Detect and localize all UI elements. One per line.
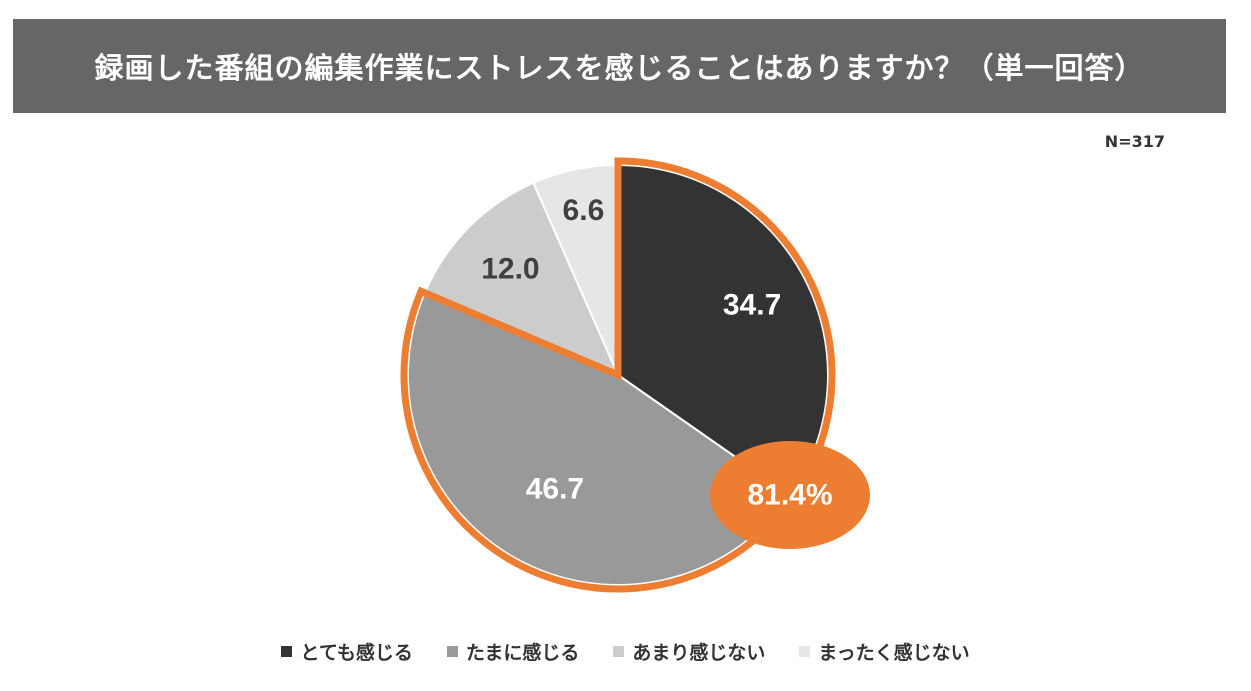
- data-label: 6.6: [563, 194, 605, 227]
- legend-swatch: [281, 646, 293, 657]
- title-bar: 録画した番組の編集作業にストレスを感じることはありますか？（単一回答）: [13, 19, 1226, 113]
- legend-label: とても感じる: [300, 642, 413, 664]
- sample-size-label: N=317: [1104, 132, 1165, 151]
- legend-item-not-stressed: まったく感じない: [799, 638, 970, 665]
- legend-swatch: [613, 646, 625, 657]
- chart-legend: とても感じる たまに感じる あまり感じない まったく感じない: [0, 638, 1251, 665]
- pie-slice-very-stressed: [617, 163, 829, 497]
- legend-item-sometimes-stressed: たまに感じる: [446, 638, 580, 665]
- pie-slice-rarely-stressed: [423, 181, 620, 377]
- data-label: 12.0: [481, 252, 539, 285]
- legend-item-very-stressed: とても感じる: [281, 638, 413, 665]
- pie-slice-sometimes-stressed: [407, 291, 792, 587]
- legend-item-rarely-stressed: あまり感じない: [613, 638, 765, 665]
- legend-swatch: [799, 646, 811, 657]
- data-label: 46.7: [526, 472, 584, 505]
- legend-label: まったく感じない: [818, 642, 970, 664]
- highlight-label: 81.4%: [747, 479, 832, 512]
- legend-label: たまに感じる: [465, 642, 580, 664]
- highlight-bubble: [710, 441, 870, 549]
- legend-swatch: [446, 646, 458, 657]
- legend-label: あまり感じない: [632, 642, 766, 664]
- data-label: 34.7: [723, 289, 781, 322]
- chart-title: 録画した番組の編集作業にストレスを感じることはありますか？（単一回答）: [94, 51, 1145, 85]
- highlight-outline: [400, 157, 836, 593]
